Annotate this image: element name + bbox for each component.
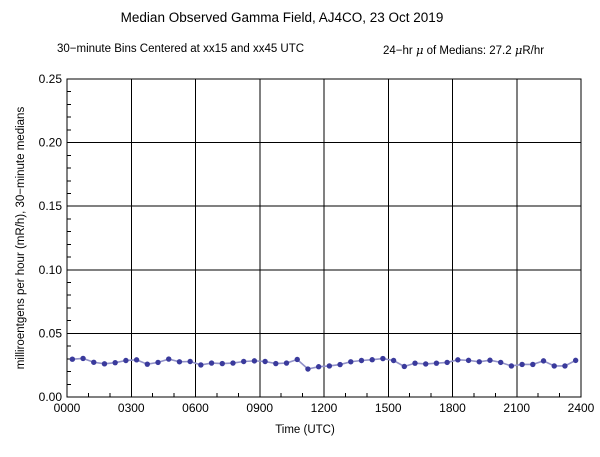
data-point [530,361,536,368]
data-point [423,361,429,367]
chart-title: Median Observed Gamma Field, AJ4CO, 23 O… [120,10,444,25]
x-tick-label: 2100 [503,401,530,415]
data-point [208,360,215,366]
data-point [444,359,450,366]
data-point [412,360,418,366]
data-point [519,361,525,368]
data-point [112,359,118,366]
y-tick-label: 0.20 [39,136,63,150]
data-point [144,361,151,367]
data-point [176,359,183,365]
data-point [133,357,140,363]
x-tick-label: 0300 [118,401,145,415]
data-point [455,357,461,363]
data-point [358,357,365,364]
subtitle-mean: 24−hr μ of Medians: 27.2 μR/hr [383,43,544,57]
data-point [401,363,408,370]
subtitle-mean-mid: of Medians: 27.2 [423,45,515,57]
subtitle-mean-unit: R/hr [522,45,545,57]
x-tick-label: 1800 [439,401,466,415]
data-point [155,359,161,366]
data-point [315,364,322,370]
data-point [497,359,504,366]
plot-border [66,78,582,398]
data-point [390,357,397,364]
data-point [572,357,579,364]
data-point [433,360,440,366]
y-tick-label: 0.10 [39,263,63,277]
y-tick-label: 0.15 [39,199,63,213]
data-point [101,361,108,367]
x-axis-label: Time (UTC) [275,424,335,436]
mu-symbol: μ [415,43,424,57]
data-point [240,358,247,365]
data-point [476,359,482,365]
data-point [380,355,386,362]
y-tick-label: 0.05 [39,326,63,340]
data-point [219,360,225,367]
data-point [294,356,300,363]
data-point [166,356,172,362]
data-point [273,360,279,367]
data-point [487,357,493,363]
x-tick-label: 1500 [375,401,402,415]
data-point [465,357,472,364]
data-point [230,360,236,366]
data-point [283,360,290,366]
data-point [326,363,333,369]
subtitle-mean-prefix: 24−hr [383,45,416,57]
x-tick-label: 2400 [568,401,595,415]
data-point [562,363,568,369]
data-point [91,359,97,365]
data-point [551,363,557,369]
x-tick-label: 0000 [54,401,81,415]
data-point [262,358,268,365]
y-tick-label: 0.00 [39,390,63,404]
subtitle-bins: 30−minute Bins Centered at xx15 and xx45… [57,43,305,55]
x-tick-label: 1200 [311,401,338,415]
x-tick-label: 0900 [246,401,273,415]
data-point [369,357,375,363]
data-point [508,363,515,369]
data-point [337,361,343,368]
data-point [540,358,547,364]
data-point [251,358,258,364]
data-point [348,359,354,365]
data-point [80,355,86,362]
y-tick-label: 0.25 [39,72,63,86]
data-point [123,357,129,364]
x-tick-label: 0600 [182,401,209,415]
data-point [187,358,193,365]
data-point [198,362,204,368]
data-point [305,366,311,372]
data-point [69,356,76,362]
mu-unit-symbol: μ [514,43,523,57]
